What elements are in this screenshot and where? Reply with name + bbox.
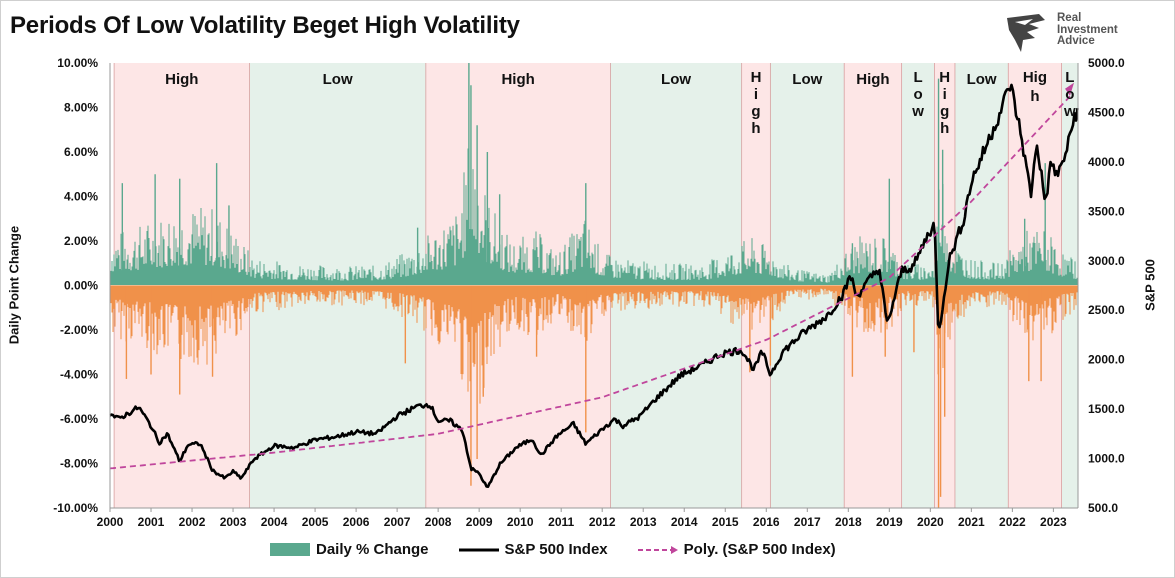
regime-label: h [1030, 88, 1039, 105]
daily-change-bars [109, 63, 1078, 508]
legend-item-daily-change: Daily % Change [270, 541, 429, 558]
x-tick: 2008 [425, 515, 452, 529]
legend-item-poly: Poly. (S&P 500 Index) [637, 541, 836, 558]
x-tick: 2021 [958, 515, 985, 529]
x-tick: 2022 [999, 515, 1026, 529]
legend-label: S&P 500 Index [504, 541, 608, 558]
y-tick-right: 2500.0 [1088, 303, 1125, 317]
poly-trendline [109, 95, 1071, 470]
y-tick-left: -6.00% [60, 412, 98, 426]
regime-label: L [1065, 69, 1074, 86]
x-tick: 2002 [179, 515, 206, 529]
eagle-logo-icon [1007, 14, 1045, 52]
x-tick: 2014 [671, 515, 698, 529]
x-tick: 2020 [917, 515, 944, 529]
regime-label: L [913, 69, 922, 86]
regime-label: h [940, 120, 949, 137]
regime-label: High [165, 71, 198, 88]
x-tick: 2017 [794, 515, 821, 529]
y-tick-right: 500.0 [1088, 501, 1118, 515]
y-tick-left: 2.00% [64, 234, 98, 248]
y-tick-right: 2000.0 [1088, 353, 1125, 367]
logo-text: Real Investment Advice [1057, 12, 1118, 48]
x-tick: 2012 [589, 515, 616, 529]
regime-label: o [1065, 86, 1074, 103]
x-tick: 2006 [343, 515, 370, 529]
x-tick: 2013 [630, 515, 657, 529]
regime-label: i [943, 86, 947, 103]
x-tick: 2000 [97, 515, 124, 529]
legend: Daily % Change S&P 500 Index Poly. (S&P … [270, 541, 866, 558]
x-tick: 2018 [835, 515, 862, 529]
regime-label: w [911, 103, 924, 120]
y-tick-left: -10.00% [53, 501, 98, 515]
brand-logo: Real Investment Advice [1005, 10, 1145, 54]
y-tick-left: -8.00% [60, 457, 98, 471]
legend-swatch-line [458, 548, 499, 551]
y-tick-left: 4.00% [64, 190, 98, 204]
x-tick: 2001 [138, 515, 165, 529]
y-tick-right: 1000.0 [1088, 452, 1125, 466]
y-tick-right: 3500.0 [1088, 204, 1125, 218]
x-tick: 2004 [261, 515, 288, 529]
x-tick: 2007 [384, 515, 411, 529]
y-tick-left: 10.00% [57, 56, 98, 70]
regime-label: Low [967, 71, 997, 88]
y-tick-left: 8.00% [64, 101, 98, 115]
x-tick: 2003 [220, 515, 247, 529]
x-tick: 2005 [302, 515, 329, 529]
regime-label: H [939, 69, 950, 86]
regime-label: Hig [1023, 69, 1047, 86]
sp500-line [109, 83, 1079, 488]
legend-label: Poly. (S&P 500 Index) [683, 541, 836, 558]
regime-label: g [940, 103, 949, 120]
regime-label: H [751, 69, 762, 86]
x-tick: 2016 [753, 515, 780, 529]
regime-label: Low [792, 71, 822, 88]
y-tick-left: 6.00% [64, 145, 98, 159]
regime-label: w [1063, 103, 1076, 120]
regime-label: High [856, 71, 889, 88]
x-tick: 2011 [548, 515, 574, 529]
legend-swatch-bar [270, 543, 310, 556]
y-tick-right: 4500.0 [1088, 105, 1125, 119]
regime-label: o [913, 86, 922, 103]
x-tick: 2010 [507, 515, 534, 529]
chart-title: Periods Of Low Volatility Beget High Vol… [10, 12, 520, 39]
regime-label: g [751, 103, 760, 120]
logo-line-3: Advice [1057, 35, 1095, 47]
y-tick-right: 4000.0 [1088, 155, 1125, 169]
x-tick: 2023 [1040, 515, 1067, 529]
y-tick-left: -4.00% [60, 368, 98, 382]
y-tick-right: 1500.0 [1088, 402, 1125, 416]
logo-line-2: Investment [1057, 23, 1118, 36]
y-tick-left: 0.00% [64, 279, 98, 293]
y-tick-left: -2.00% [60, 323, 98, 337]
legend-swatch-trendline [637, 545, 678, 554]
x-tick: 2015 [712, 515, 739, 529]
regime-label: i [754, 86, 758, 103]
x-tick: 2019 [876, 515, 903, 529]
legend-item-sp500: S&P 500 Index [458, 541, 608, 558]
x-tick: 2009 [466, 515, 493, 529]
regime-label: Low [323, 71, 353, 88]
regime-label: Low [661, 71, 691, 88]
regime-label: h [751, 120, 760, 137]
regime-label: High [501, 71, 534, 88]
y-tick-right: 5000.0 [1088, 56, 1125, 70]
logo-line-1: Real [1057, 12, 1082, 24]
trendline-arrowhead [1065, 82, 1074, 96]
y-tick-right: 3000.0 [1088, 254, 1125, 268]
legend-label: Daily % Change [316, 541, 429, 558]
